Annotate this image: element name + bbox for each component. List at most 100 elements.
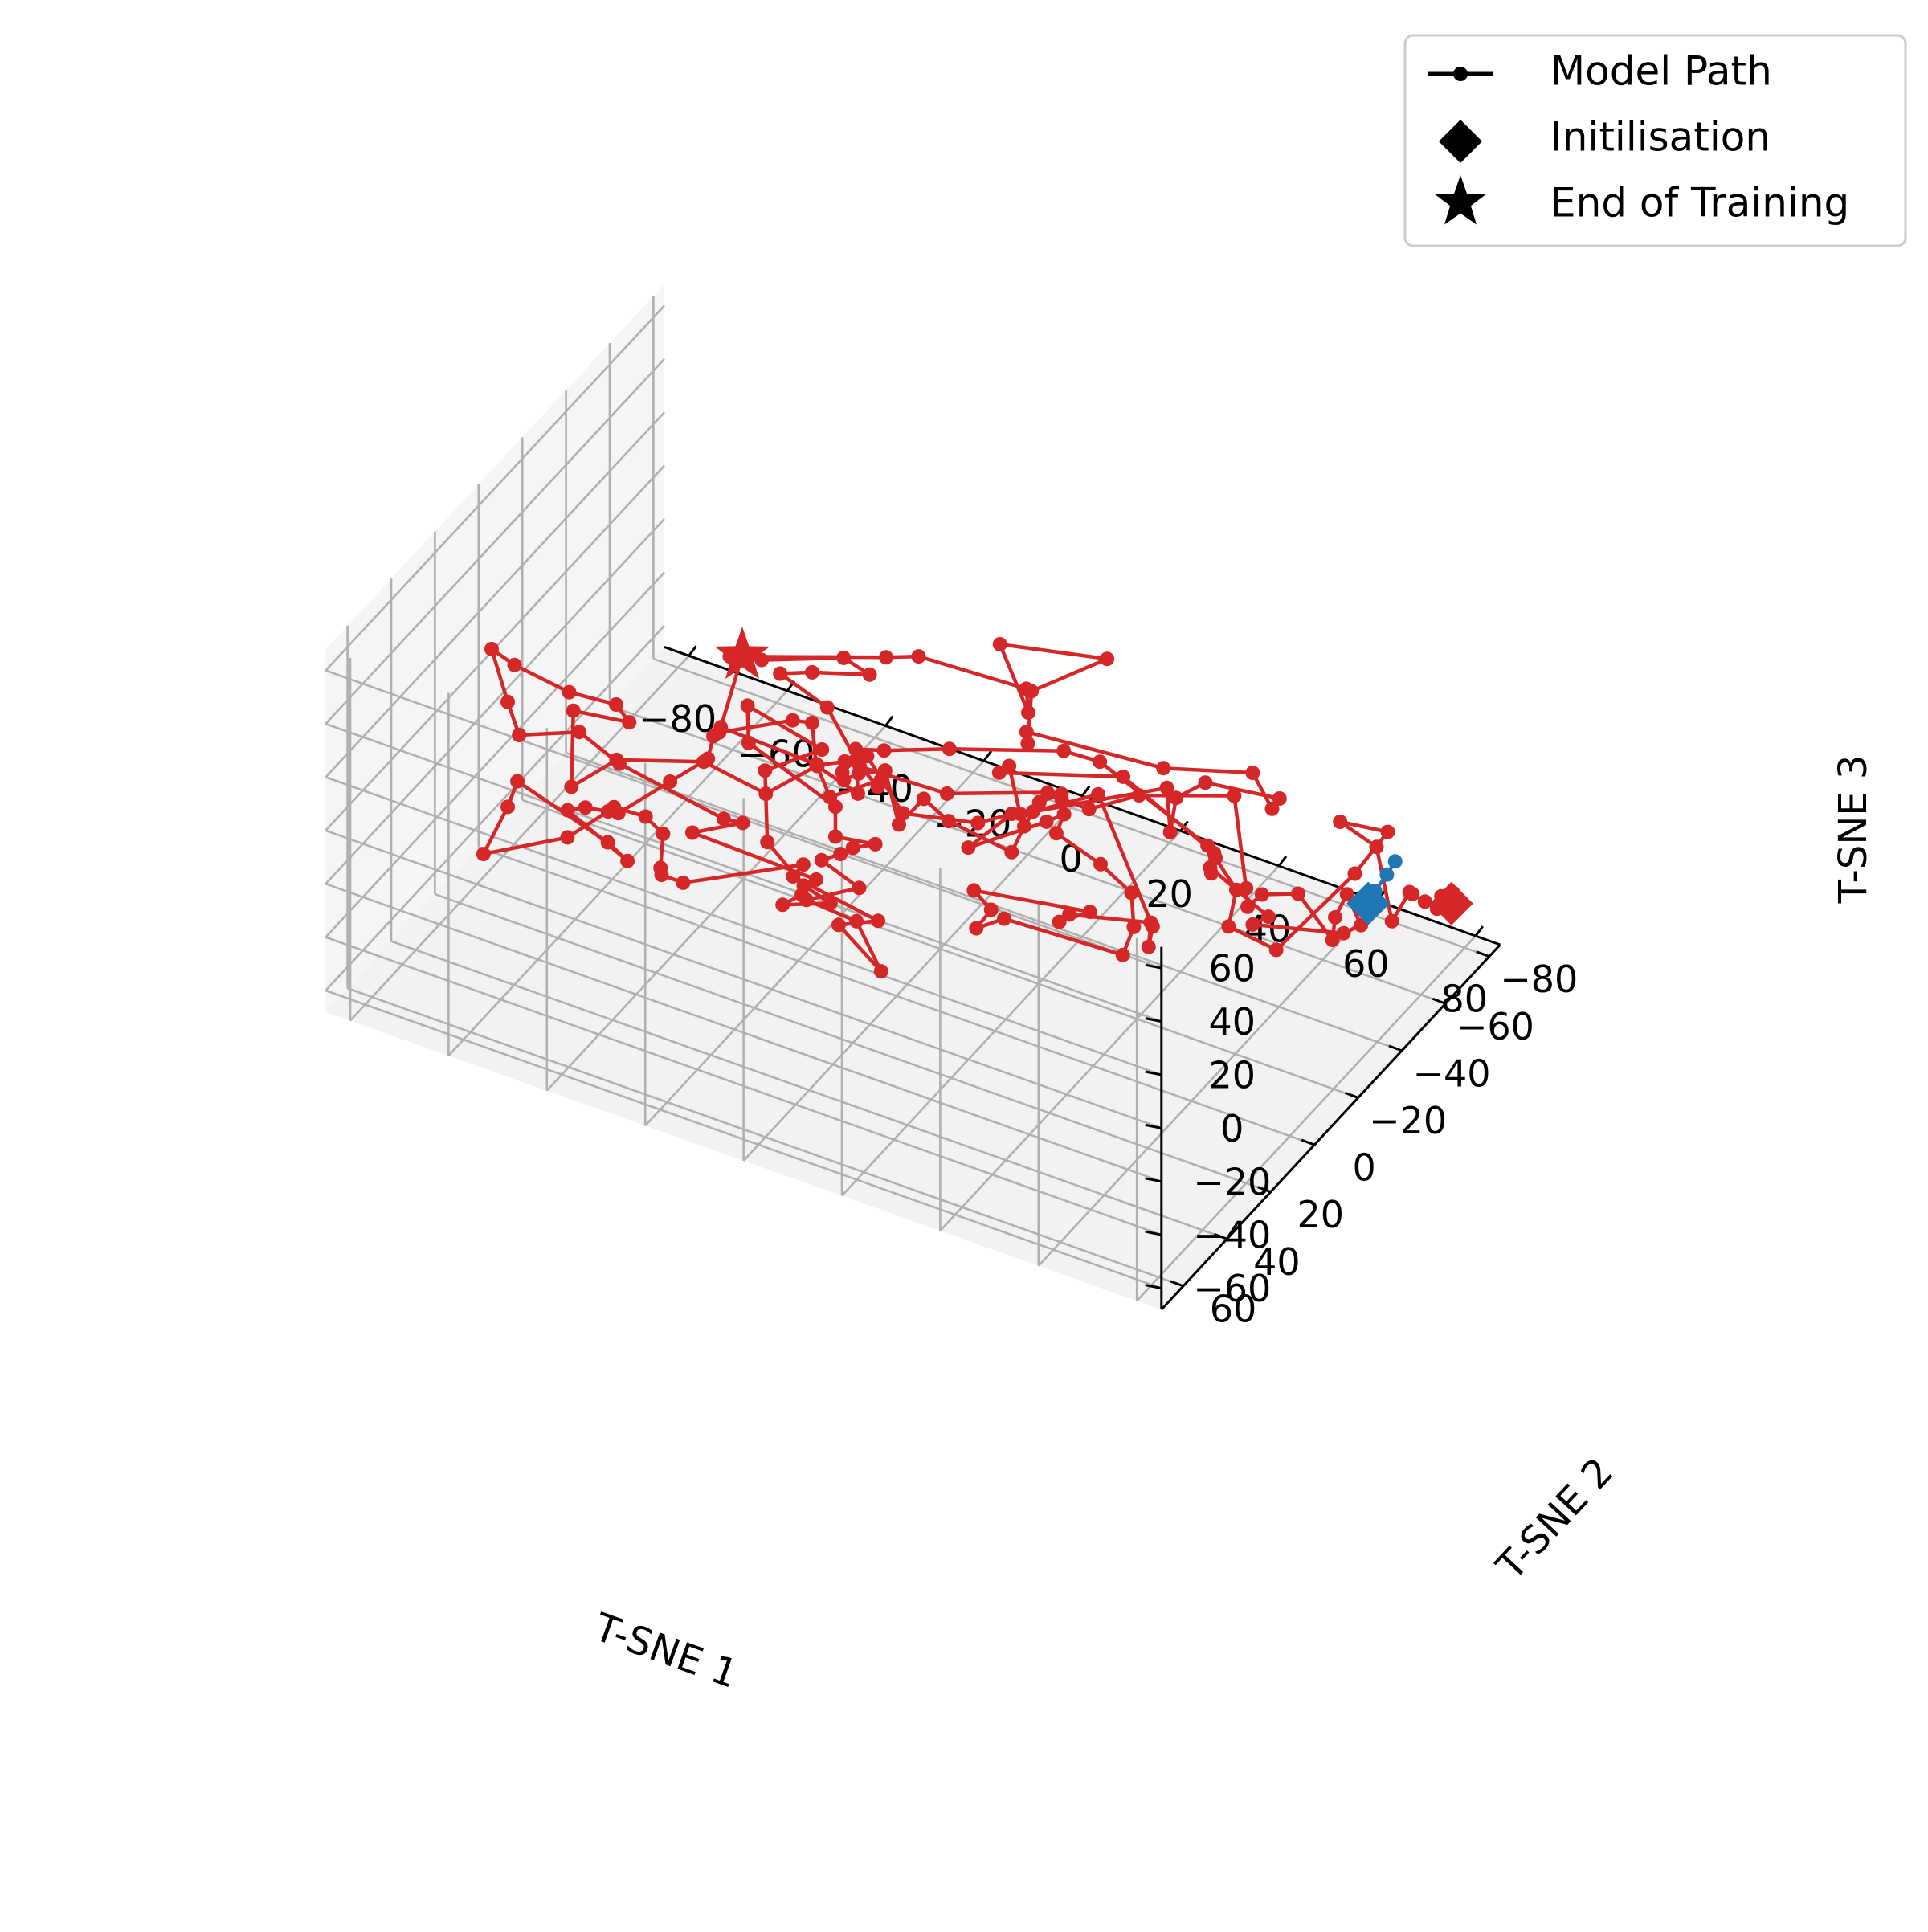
main-path-point [500,695,515,709]
x-tick-mark [1279,856,1286,866]
main-path-point [1062,907,1076,921]
main-path-point [717,811,731,826]
z-tick-label: 0 [1220,1107,1244,1150]
main-path-point [562,685,577,700]
legend-label-end-of-training: End of Training [1550,180,1849,227]
main-path-point [1328,910,1342,925]
main-path-point [852,880,867,895]
main-path-point [655,868,669,882]
main-path-point [676,876,690,890]
main-path-point [1198,775,1212,790]
main-path-point [1269,942,1284,957]
main-path-point [1221,919,1236,933]
main-path-point [970,816,985,831]
x-tick-label: −80 [639,697,717,741]
main-path-point [1245,766,1260,780]
main-path-point [1116,770,1130,784]
main-path-point [572,725,586,739]
main-path-point [1261,909,1276,924]
z-axis-label: T-SNE 3 [1831,755,1876,905]
y-axis-label: T-SNE 2 [1488,1449,1623,1589]
main-path-point [609,697,623,712]
main-path-point [1100,651,1114,666]
main-path-point [1227,789,1241,803]
main-path-point [1370,839,1384,854]
initialisation-diamond-marker [1430,882,1473,925]
x-tick-mark [885,717,893,726]
main-path-point [741,698,755,713]
main-path-segment [947,793,1048,794]
main-path-point [815,853,829,868]
main-path-point [622,715,636,729]
x-tick-label: 60 [1342,942,1390,986]
main-path-point [512,728,526,742]
main-path-segment [812,672,870,675]
main-path-point [1200,839,1215,853]
main-path-point [1204,866,1219,880]
main-path-point [760,835,774,849]
main-path-point [1146,919,1160,933]
main-path-point [696,754,711,769]
main-path-point [805,716,819,730]
main-path-segment [617,760,704,762]
main-path-point [848,754,863,768]
main-path-point [1240,900,1255,914]
main-path-point [810,759,824,774]
main-path-point [484,642,499,656]
main-path-point [1040,815,1054,829]
main-path-point [815,742,829,757]
x-tick-mark [1082,786,1089,796]
main-path-segment [1031,659,1107,691]
main-path-point [564,779,578,794]
y-tick-label: −40 [1412,1052,1490,1095]
main-path-point [1019,725,1034,739]
main-path-point [851,786,865,801]
main-path-point [1272,791,1287,806]
main-path-point [1049,826,1064,840]
main-path-point [1156,761,1170,775]
main-path-point [663,774,677,789]
main-path-point [560,830,574,844]
main-path-point [1093,857,1108,872]
x-axis-label: T-SNE 1 [588,1604,744,1697]
main-path-point [836,773,851,787]
main-path-point [846,840,860,855]
main-path-point [849,914,864,929]
main-path-point [1124,885,1138,900]
main-path-point [1142,940,1156,954]
main-path-point [961,840,975,855]
main-path-point [736,815,750,830]
main-path-segment [1000,644,1028,713]
main-path-point [758,763,772,778]
main-path-point [874,964,888,978]
main-path-point [879,650,893,664]
main-path-point [966,883,981,897]
main-path-point [1032,795,1047,810]
main-path-point [877,743,892,758]
main-path-point [1021,705,1035,720]
main-path-point [1083,905,1097,919]
main-path-point [912,649,926,664]
main-path-point [1208,851,1223,865]
main-path-point [1055,792,1069,807]
main-path-point [992,766,1007,780]
legend-label-model-path: Model Path [1550,48,1772,95]
main-path-point [833,847,848,861]
main-path-point [942,814,956,828]
main-path-point [1004,845,1019,860]
main-path-point [1057,807,1072,822]
main-path-point [1255,888,1269,902]
main-path-segment [1163,768,1252,773]
main-path-point [1091,787,1105,802]
main-path-point [685,826,700,840]
y-tick-label: 20 [1297,1193,1345,1236]
main-path-point [706,729,721,743]
main-path-point [984,903,999,917]
main-path-point [820,701,835,715]
x-tick-label: 20 [1146,872,1193,916]
main-path-point [1333,815,1347,829]
main-path-point [1337,926,1351,941]
main-path-point [969,921,983,936]
